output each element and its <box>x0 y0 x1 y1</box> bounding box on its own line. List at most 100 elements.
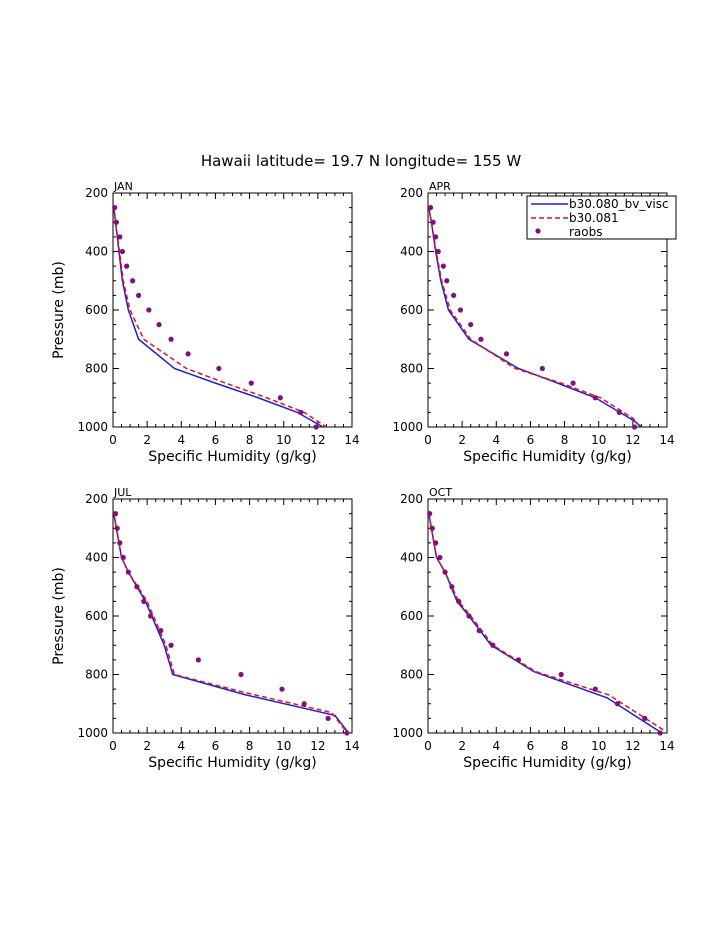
raobs-point-apr <box>592 395 598 401</box>
x-tick-label-jan: 12 <box>310 433 325 447</box>
x-tick-label-jan: 0 <box>109 433 117 447</box>
raobs-point-oct <box>592 686 598 692</box>
plot-frame-oct <box>427 498 668 734</box>
raobs-point-jul <box>134 584 140 590</box>
x-tick-label-apr: 10 <box>591 433 606 447</box>
series-line-visc-jul <box>113 513 350 734</box>
x-axis-label-jul: Specific Humidity (g/kg) <box>148 755 316 771</box>
raobs-point-jan <box>146 307 152 313</box>
series-line-visc-jan <box>113 207 324 428</box>
raobs-point-jan <box>112 205 118 211</box>
raobs-point-jan <box>156 322 162 328</box>
raobs-point-jul <box>112 511 119 517</box>
x-tick-label-jul: 4 <box>177 739 185 753</box>
x-tick-label-jan: 4 <box>177 433 185 447</box>
raobs-point-jan <box>124 263 130 269</box>
raobs-point-jan <box>277 395 283 401</box>
x-tick-label-apr: 4 <box>492 433 500 447</box>
x-tick-label-jul: 12 <box>310 739 325 753</box>
raobs-point-oct <box>476 628 482 634</box>
x-tick-label-apr: 14 <box>659 433 674 447</box>
raobs-point-apr <box>616 409 622 415</box>
raobs-point-oct <box>427 511 433 517</box>
x-tick-label-jul: 8 <box>246 739 254 753</box>
x-tick-label-oct: 8 <box>561 739 569 753</box>
raobs-point-apr <box>451 292 457 298</box>
x-axis-label-oct: Specific Humidity (g/kg) <box>463 755 631 771</box>
x-tick-label-jan: 6 <box>212 433 220 447</box>
raobs-point-jul <box>147 613 154 619</box>
raobs-point-oct <box>442 569 448 575</box>
y-tick-label-jul: 200 <box>85 492 108 506</box>
x-tick-label-apr: 0 <box>424 433 432 447</box>
x-tick-label-oct: 4 <box>492 739 500 753</box>
panel-jul: JUL 0 2 4 6 8 10 12 14 200 400 600 800 1000 Specific H… <box>51 486 360 771</box>
raobs-point-apr <box>435 248 441 255</box>
raobs-point-oct <box>490 642 496 648</box>
raobs-point-apr <box>631 424 638 430</box>
series-line-081-oct <box>428 513 664 731</box>
x-tick-label-jan: 10 <box>276 433 291 447</box>
raobs-point-jul <box>195 657 201 663</box>
raobs-point-jan <box>136 292 142 298</box>
raobs-point-jan <box>185 351 191 357</box>
raobs-point-oct <box>642 715 648 721</box>
panel-oct: OCT 0 2 4 6 8 10 12 14 200 400 600 800 1000 Specific H… <box>392 486 674 771</box>
raobs-point-apr <box>457 307 464 313</box>
series-line-visc-apr <box>428 207 642 428</box>
legend-marker-raobs <box>535 228 541 234</box>
y-tick-label-apr: 400 <box>400 245 423 259</box>
y-tick-label-oct: 200 <box>400 492 423 506</box>
raobs-point-apr <box>503 351 510 357</box>
x-tick-label-apr: 12 <box>625 433 640 447</box>
panel-label-jan: JAN <box>113 180 133 193</box>
raobs-point-apr <box>440 263 446 269</box>
y-tick-label-apr: 800 <box>400 362 423 376</box>
y-tick-label-apr: 600 <box>400 303 423 317</box>
y-tick-label-oct: 400 <box>400 551 423 565</box>
raobs-point-jul <box>125 569 131 575</box>
raobs-point-jan <box>313 424 319 430</box>
raobs-point-oct <box>456 598 462 604</box>
y-tick-label-jul: 400 <box>85 551 108 565</box>
x-tick-label-oct: 0 <box>424 739 432 753</box>
raobs-point-jul <box>141 598 147 604</box>
raobs-point-jul <box>158 628 164 634</box>
raobs-point-apr <box>433 234 439 240</box>
raobs-point-jul <box>120 554 126 561</box>
x-tick-label-jan: 2 <box>143 433 151 447</box>
x-axis-label-apr: Specific Humidity (g/kg) <box>463 449 631 465</box>
raobs-point-jul <box>325 715 331 721</box>
x-tick-label-apr: 8 <box>561 433 569 447</box>
raobs-point-jan <box>113 219 120 225</box>
x-tick-label-oct: 14 <box>659 739 674 753</box>
x-axis-label-jan: Specific Humidity (g/kg) <box>148 449 316 465</box>
y-tick-label-oct: 1000 <box>392 726 423 740</box>
raobs-point-jan <box>298 409 304 415</box>
x-tick-label-jul: 6 <box>212 739 220 753</box>
raobs-point-apr <box>430 219 436 225</box>
y-tick-label-oct: 800 <box>400 668 423 682</box>
raobs-point-jul <box>117 540 123 546</box>
x-tick-label-apr: 2 <box>458 433 466 447</box>
raobs-point-jan <box>130 278 136 284</box>
x-tick-label-oct: 6 <box>527 739 535 753</box>
raobs-point-oct <box>515 657 522 663</box>
raobs-point-jul <box>114 525 120 531</box>
series-line-visc-oct <box>428 513 663 734</box>
raobs-point-apr <box>468 322 474 328</box>
y-tick-label-jul: 800 <box>85 668 108 682</box>
series-line-081-jan <box>113 207 327 428</box>
raobs-point-oct <box>558 671 564 678</box>
raobs-point-apr <box>478 336 484 342</box>
panel-jan: JAN 0 2 4 6 8 10 12 14 200 400 600 800 1000 Specific H… <box>51 180 360 465</box>
raobs-point-apr <box>427 205 434 211</box>
panel-label-apr: APR <box>429 180 451 193</box>
y-tick-label-oct: 600 <box>400 609 423 623</box>
raobs-point-jan <box>117 234 123 240</box>
raobs-point-jan <box>119 248 125 255</box>
y-tick-label-jul: 600 <box>85 609 108 623</box>
raobs-point-jul <box>344 730 350 736</box>
